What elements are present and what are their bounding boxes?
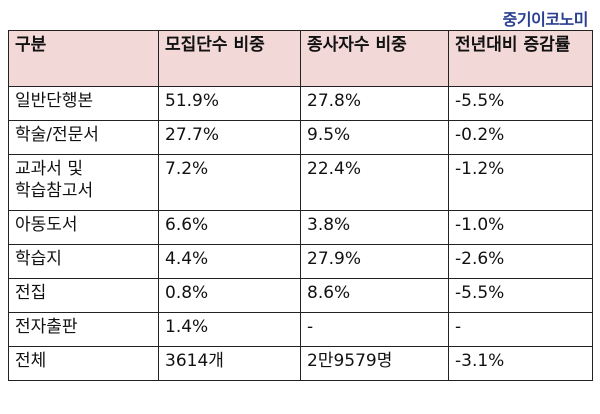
table-row: 학술/전문서 27.7% 9.5% -0.2% (8, 120, 593, 155)
cell-employee-share: 22.4% (300, 154, 449, 211)
table-row: 일반단행본 51.9% 27.8% -5.5% (8, 86, 593, 121)
cell-yoy-change: - (448, 312, 593, 347)
cell-employee-share: 27.9% (300, 244, 449, 279)
cell-employee-share: 3.8% (300, 210, 449, 245)
cell-yoy-change: -3.1% (448, 346, 593, 381)
cell-population-share: 0.8% (158, 278, 301, 313)
cell-employee-share: 8.6% (300, 278, 449, 313)
brand-logo: 중기이코노미 (502, 10, 589, 29)
cell-employee-share: 2만9579명 (300, 346, 449, 381)
cell-yoy-change: -1.2% (448, 154, 593, 211)
cell-population-share: 3614개 (158, 346, 301, 381)
cell-population-share: 51.9% (158, 86, 301, 121)
cell-population-share: 7.2% (158, 154, 301, 211)
cell-category: 전자출판 (8, 312, 159, 347)
cell-category: 학습지 (8, 244, 159, 279)
header-population-share: 모집단수 비중 (158, 30, 301, 87)
cell-population-share: 4.4% (158, 244, 301, 279)
header-category: 구분 (8, 30, 159, 87)
table-row-total: 전체 3614개 2만9579명 -3.1% (8, 346, 593, 381)
cell-category: 전집 (8, 278, 159, 313)
cell-yoy-change: -5.5% (448, 86, 593, 121)
cell-yoy-change: -5.5% (448, 278, 593, 313)
cell-category: 학술/전문서 (8, 120, 159, 155)
cell-yoy-change: -1.0% (448, 210, 593, 245)
table-row: 학습지 4.4% 27.9% -2.6% (8, 244, 593, 279)
cell-category: 교과서 및 학습참고서 (8, 154, 159, 211)
cell-category: 전체 (8, 346, 159, 381)
cell-category: 아동도서 (8, 210, 159, 245)
cell-employee-share: - (300, 312, 449, 347)
header-employee-share: 종사자수 비중 (300, 30, 449, 87)
cell-population-share: 1.4% (158, 312, 301, 347)
cell-population-share: 27.7% (158, 120, 301, 155)
publishing-stats-table: 구분 모집단수 비중 종사자수 비중 전년대비 증감률 일반단행본 51.9% … (8, 30, 593, 381)
cell-employee-share: 9.5% (300, 120, 449, 155)
cell-yoy-change: -2.6% (448, 244, 593, 279)
cell-yoy-change: -0.2% (448, 120, 593, 155)
cell-category: 일반단행본 (8, 86, 159, 121)
table-header-row: 구분 모집단수 비중 종사자수 비중 전년대비 증감률 (8, 30, 593, 87)
table-row: 아동도서 6.6% 3.8% -1.0% (8, 210, 593, 245)
table-row: 전자출판 1.4% - - (8, 312, 593, 347)
cell-population-share: 6.6% (158, 210, 301, 245)
header-yoy-change: 전년대비 증감률 (448, 30, 593, 87)
cell-employee-share: 27.8% (300, 86, 449, 121)
table-row: 교과서 및 학습참고서 7.2% 22.4% -1.2% (8, 154, 593, 211)
table-row: 전집 0.8% 8.6% -5.5% (8, 278, 593, 313)
